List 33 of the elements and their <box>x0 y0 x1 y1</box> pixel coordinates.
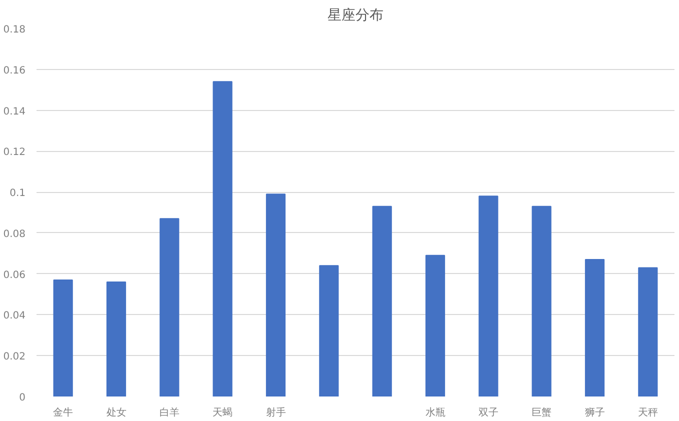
y-tick-label: 0.04 <box>3 310 26 322</box>
x-tick-label: 天蝎 <box>212 406 233 418</box>
x-tick-label: 金牛 <box>53 406 74 418</box>
x-tick-label: 天秤 <box>638 408 658 418</box>
y-tick-label: 0.18 <box>3 24 26 36</box>
x-tick-label: 狮子 <box>584 406 605 418</box>
x-tick-label: 水瓶 <box>425 406 446 418</box>
y-tick-label: 0 <box>19 392 26 404</box>
bar <box>584 259 605 396</box>
bar <box>532 206 552 396</box>
y-tick-label: 0.1 <box>10 188 26 200</box>
bar <box>638 267 658 396</box>
y-tick-label: 0.02 <box>3 352 26 363</box>
x-tick-label: 白羊 <box>159 406 180 418</box>
bar <box>266 194 286 396</box>
chart-title: 星座分布 <box>328 8 384 24</box>
bar <box>106 282 126 396</box>
x-tick-label: 双子 <box>478 408 498 418</box>
x-tick-label: 处女 <box>106 406 126 418</box>
x-tick-label: 巨蟹 <box>532 406 552 418</box>
bar <box>372 206 392 396</box>
y-tick-label: 0.16 <box>3 65 26 76</box>
bar <box>212 81 232 396</box>
bar <box>53 279 73 396</box>
y-tick-label: 0.14 <box>3 106 26 118</box>
bar <box>478 196 498 396</box>
y-tick-label: 0.08 <box>3 228 26 240</box>
y-tick-label: 0.06 <box>3 270 26 281</box>
y-tick-label: 0.12 <box>3 147 26 158</box>
x-tick-label: 射手 <box>266 406 286 418</box>
bar <box>425 254 446 396</box>
bar <box>160 218 180 396</box>
bar <box>319 265 339 396</box>
